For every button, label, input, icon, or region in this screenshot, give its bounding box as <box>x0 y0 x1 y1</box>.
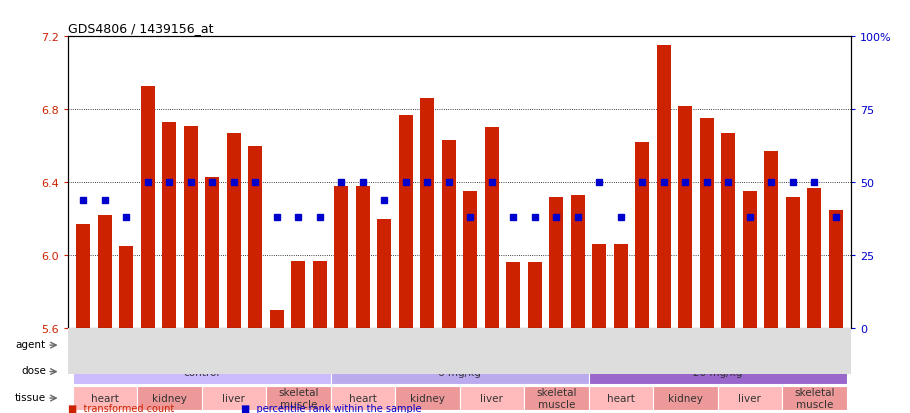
Bar <box>550 197 563 328</box>
Text: liver: liver <box>480 393 503 403</box>
Bar <box>399 115 413 328</box>
Bar <box>97 216 112 328</box>
Bar <box>528 263 541 328</box>
Bar <box>718 386 782 411</box>
Bar <box>743 192 757 328</box>
Text: 20 mg/kg: 20 mg/kg <box>693 367 743 377</box>
Bar <box>248 146 262 328</box>
Bar <box>184 126 197 328</box>
Text: liver: liver <box>738 393 762 403</box>
Bar <box>73 386 137 411</box>
Bar <box>313 261 327 328</box>
Bar <box>356 186 369 328</box>
Bar <box>330 359 589 384</box>
Bar <box>786 197 800 328</box>
Bar <box>657 46 671 328</box>
Bar <box>460 386 524 411</box>
Bar <box>678 106 693 328</box>
Bar <box>266 386 330 411</box>
Bar <box>330 333 846 358</box>
Bar <box>420 99 434 328</box>
Bar <box>722 134 735 328</box>
Text: 6 mg/kg: 6 mg/kg <box>438 367 481 377</box>
Bar <box>227 134 241 328</box>
Text: heart: heart <box>607 393 635 403</box>
Bar <box>571 195 585 328</box>
Text: dose: dose <box>21 366 46 375</box>
Bar <box>334 186 349 328</box>
Bar <box>653 386 718 411</box>
Text: GDS4806 / 1439156_at: GDS4806 / 1439156_at <box>68 21 214 35</box>
Bar <box>614 244 628 328</box>
Text: kidney: kidney <box>152 393 187 403</box>
Text: ■  percentile rank within the sample: ■ percentile rank within the sample <box>241 403 421 413</box>
Text: skeletal
muscle: skeletal muscle <box>536 387 577 409</box>
Bar <box>73 359 330 384</box>
Bar <box>700 119 713 328</box>
Bar <box>829 210 843 328</box>
Text: tissue: tissue <box>15 392 46 402</box>
Text: kidney: kidney <box>410 393 445 403</box>
Bar <box>137 386 201 411</box>
Text: kidney: kidney <box>668 393 703 403</box>
Bar <box>589 386 653 411</box>
Text: control: control <box>183 367 219 377</box>
Text: heart: heart <box>349 393 377 403</box>
Text: ■  transformed count: ■ transformed count <box>68 403 175 413</box>
Bar <box>330 386 395 411</box>
Bar <box>73 333 330 358</box>
Bar <box>119 247 133 328</box>
Bar <box>485 128 499 328</box>
Text: PPM-201: PPM-201 <box>566 340 611 350</box>
Bar <box>76 225 90 328</box>
Bar <box>589 359 846 384</box>
Bar <box>291 261 305 328</box>
Bar <box>524 386 589 411</box>
Bar <box>141 86 155 328</box>
Text: vehicle: vehicle <box>183 340 220 350</box>
Bar <box>201 386 266 411</box>
Text: agent: agent <box>15 339 46 349</box>
Bar <box>506 263 521 328</box>
Bar <box>162 123 177 328</box>
Text: liver: liver <box>222 393 245 403</box>
Bar <box>442 141 456 328</box>
Bar <box>807 188 822 328</box>
Text: heart: heart <box>91 393 118 403</box>
Bar <box>764 152 778 328</box>
Bar <box>782 386 846 411</box>
Bar <box>395 386 460 411</box>
Bar <box>463 192 477 328</box>
Text: skeletal
muscle: skeletal muscle <box>794 387 834 409</box>
Bar <box>378 219 391 328</box>
Bar <box>206 177 219 328</box>
Bar <box>592 244 606 328</box>
Bar <box>269 310 284 328</box>
Bar <box>635 143 650 328</box>
Text: skeletal
muscle: skeletal muscle <box>278 387 318 409</box>
